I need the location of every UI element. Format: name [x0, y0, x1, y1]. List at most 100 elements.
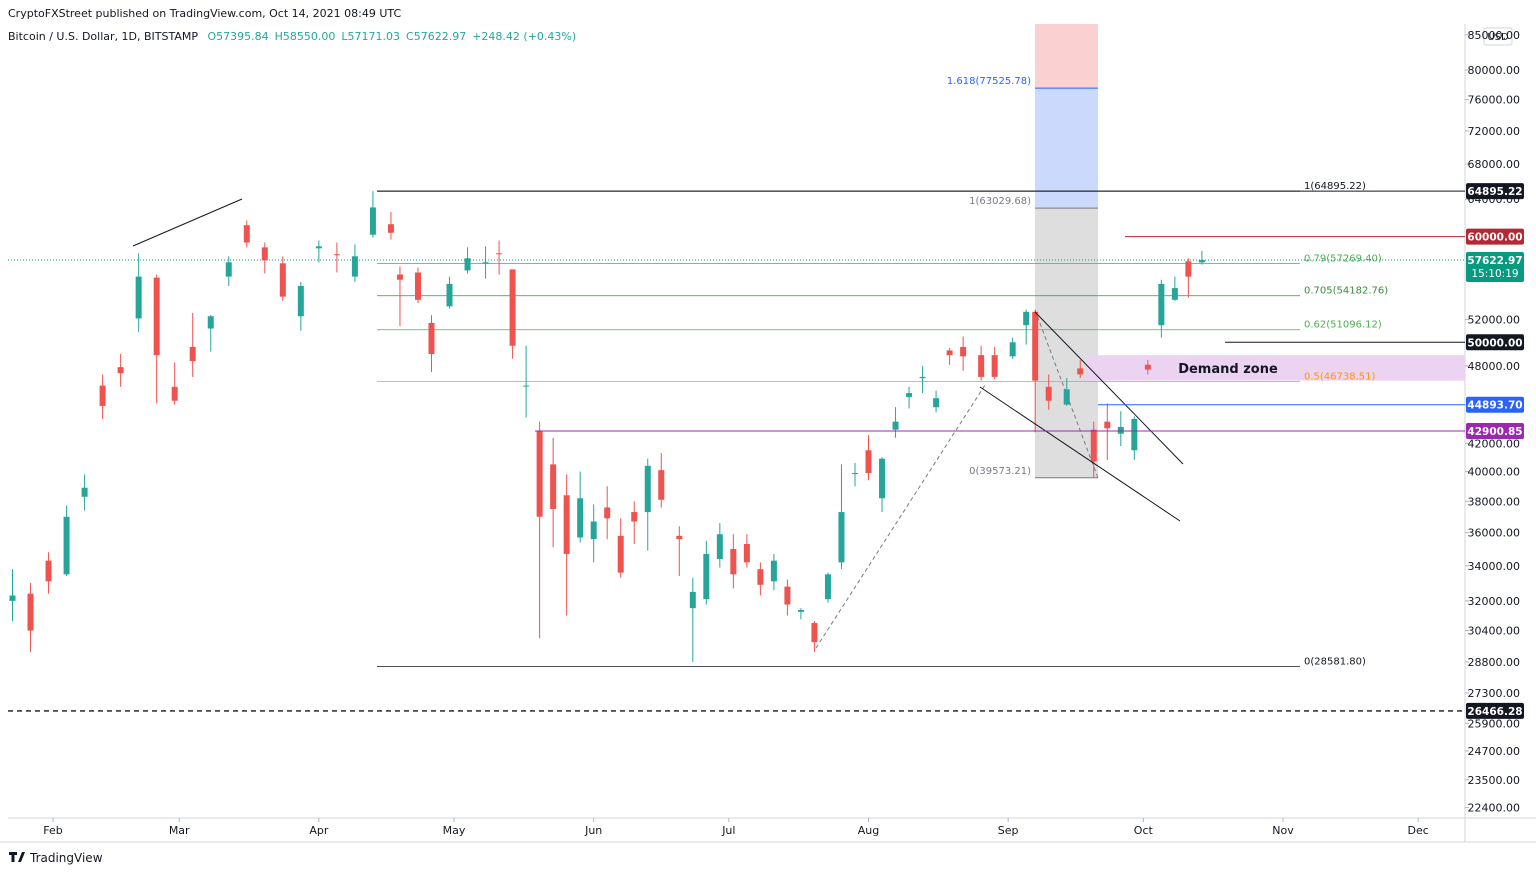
candle-body — [879, 458, 886, 499]
extension-zone — [1035, 88, 1098, 209]
x-tick-label: Jul — [721, 824, 735, 837]
y-tick-label: 40000.00 — [1468, 466, 1521, 479]
price-badge — [1466, 396, 1524, 413]
candle-body — [117, 367, 124, 374]
candle-body — [153, 277, 160, 356]
candle-body — [933, 398, 940, 408]
candle-body — [824, 574, 831, 600]
candle-body — [838, 512, 845, 563]
countdown: 15:10:19 — [1471, 268, 1518, 280]
candle-body — [960, 346, 967, 357]
overlay-layer: 1.618(77525.78) 1(63029.68) 0(39573.21) Dem… — [8, 76, 1524, 719]
candle-body — [414, 272, 421, 300]
candle-body — [797, 610, 804, 612]
footer-brand: TradingView — [29, 851, 103, 865]
symbol-row: Bitcoin / U.S. Dollar, 1D, BITSTAMP O573… — [8, 30, 582, 43]
candle-body — [464, 258, 471, 271]
candle-body — [676, 535, 683, 540]
y-tick-label: 34000.00 — [1468, 560, 1521, 573]
candle-body — [978, 355, 985, 377]
candle-body — [1009, 342, 1016, 357]
candle-body — [770, 560, 777, 582]
price-badge — [1466, 252, 1524, 283]
candle-body — [351, 256, 358, 277]
candle-body — [509, 269, 516, 346]
candle-body — [243, 225, 250, 243]
candle-body — [851, 473, 858, 475]
price-badge — [1466, 423, 1524, 440]
candle-body — [906, 393, 913, 397]
candle-body — [1185, 261, 1192, 277]
y-tick-label: 30400.00 — [1468, 625, 1521, 638]
x-tick-label: Dec — [1407, 824, 1428, 837]
price-badge — [1466, 228, 1524, 245]
candle-body — [631, 512, 638, 522]
candle-body — [369, 207, 376, 235]
candle-body — [730, 548, 737, 575]
ohlc-value: +248.42 (+0.43%) — [472, 30, 577, 43]
candle-body — [536, 431, 543, 517]
x-tick-label: Nov — [1272, 824, 1294, 837]
price-badge-text: 44893.70 — [1467, 400, 1522, 412]
fib-label: 0(28581.80) — [1304, 656, 1366, 667]
candle-body — [135, 276, 142, 319]
ohlc-value: C57622.97 — [406, 30, 467, 43]
trend-line — [979, 386, 1181, 522]
candle-body — [590, 521, 597, 540]
x-tick-label: Aug — [858, 824, 879, 837]
trend-line — [132, 198, 243, 247]
candle-body — [644, 465, 651, 513]
y-tick-label: 72000.00 — [1468, 125, 1521, 138]
symbol: Bitcoin / U.S. Dollar, 1D, BITSTAMP — [8, 30, 198, 43]
extension-label: 1(63029.68) — [969, 196, 1031, 207]
candle-body — [27, 593, 34, 631]
candle-body — [225, 262, 232, 277]
candle-body — [784, 586, 791, 605]
candle-body — [919, 376, 926, 379]
price-badge — [1466, 702, 1524, 719]
y-tick-label: 38000.00 — [1468, 495, 1521, 508]
candle-body — [991, 355, 998, 377]
candle-body — [297, 285, 304, 317]
candles-layer — [9, 191, 1205, 662]
trend-line — [815, 384, 986, 649]
candle-body — [1144, 364, 1151, 370]
candle-body — [811, 623, 818, 643]
candle-body — [99, 385, 106, 406]
y-tick-label: 32000.00 — [1468, 595, 1521, 608]
y-tick-label: 22400.00 — [1468, 802, 1521, 815]
candle-body — [207, 316, 214, 329]
candle-body — [1023, 311, 1030, 326]
candle-body — [1063, 389, 1070, 405]
extension-label: 1.618(77525.78) — [947, 76, 1031, 87]
x-tick-label: Mar — [169, 824, 190, 837]
x-tick-label: Sep — [998, 824, 1019, 837]
candle-body — [261, 247, 268, 261]
currency: USD — [1487, 32, 1509, 43]
extension-target-zone — [1035, 24, 1098, 89]
ohlc-value: H58550.00 — [274, 30, 336, 43]
y-tick-label: 42000.00 — [1468, 437, 1521, 450]
candle-body — [716, 534, 723, 559]
price-badge-text: 60000.00 — [1467, 232, 1522, 244]
candle-body — [604, 507, 611, 519]
candle-body — [563, 495, 570, 554]
y-tick-label: 23500.00 — [1468, 774, 1521, 787]
y-tick-label: 36000.00 — [1468, 527, 1521, 540]
price-badge-text: 42900.85 — [1467, 426, 1522, 438]
y-tick-label: 24700.00 — [1468, 745, 1521, 758]
demand-zone — [1085, 355, 1465, 381]
x-tick-label: Jun — [584, 824, 602, 837]
candle-body — [743, 544, 750, 563]
y-tick-label: 64000.00 — [1468, 193, 1521, 206]
candle-body — [1032, 311, 1039, 381]
currency-box[interactable] — [1483, 27, 1513, 46]
candle-body — [1117, 426, 1124, 434]
candle-body — [1045, 386, 1052, 401]
candle-body — [703, 553, 710, 600]
candle-body — [550, 464, 557, 509]
y-tick-label: 68000.00 — [1468, 158, 1521, 171]
candle-body — [446, 283, 453, 307]
demand-zone-label: Demand zone — [1178, 362, 1278, 377]
